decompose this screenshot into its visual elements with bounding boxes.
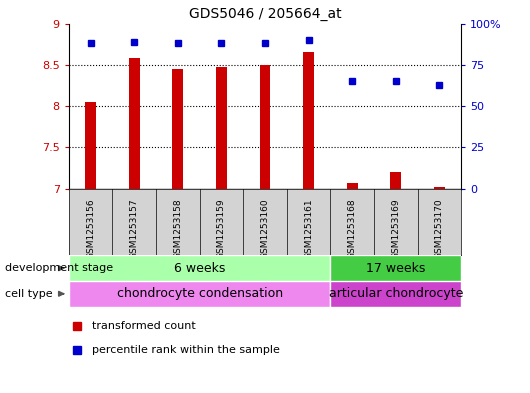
Text: cell type: cell type <box>5 289 53 299</box>
Text: GSM1253160: GSM1253160 <box>261 198 269 259</box>
Bar <box>390 172 401 189</box>
Text: GSM1253156: GSM1253156 <box>86 198 95 259</box>
Bar <box>69 255 330 281</box>
Text: GSM1253158: GSM1253158 <box>173 198 182 259</box>
Text: GSM1253168: GSM1253168 <box>348 198 357 259</box>
Text: articular chondrocyte: articular chondrocyte <box>329 287 463 300</box>
Bar <box>216 67 227 189</box>
Text: GSM1253159: GSM1253159 <box>217 198 226 259</box>
Text: GSM1253169: GSM1253169 <box>391 198 400 259</box>
Bar <box>330 255 461 281</box>
Bar <box>129 58 140 189</box>
Title: GDS5046 / 205664_at: GDS5046 / 205664_at <box>189 7 341 21</box>
Bar <box>434 187 445 189</box>
Text: GSM1253170: GSM1253170 <box>435 198 444 259</box>
Text: 6 weeks: 6 weeks <box>174 262 225 275</box>
Bar <box>172 69 183 189</box>
Text: percentile rank within the sample: percentile rank within the sample <box>92 345 280 355</box>
Text: transformed count: transformed count <box>92 321 196 331</box>
Bar <box>69 281 330 307</box>
Bar <box>260 65 270 189</box>
Text: 17 weeks: 17 weeks <box>366 262 426 275</box>
Bar <box>330 281 461 307</box>
Text: GSM1253157: GSM1253157 <box>130 198 139 259</box>
Text: GSM1253161: GSM1253161 <box>304 198 313 259</box>
Text: chondrocyte condensation: chondrocyte condensation <box>117 287 282 300</box>
Bar <box>347 183 358 189</box>
Text: development stage: development stage <box>5 263 113 273</box>
Bar <box>85 102 96 189</box>
Bar <box>303 52 314 189</box>
